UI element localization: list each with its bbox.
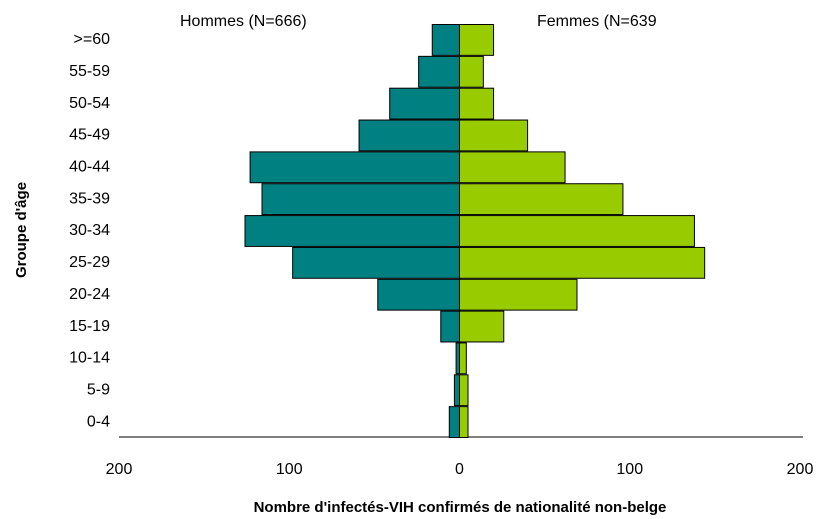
y-tick-label: 45-49 [69, 127, 110, 144]
bar [459, 183, 624, 216]
y-tick-label: 55-59 [69, 63, 110, 80]
bar [459, 24, 495, 56]
bar [455, 342, 461, 375]
bar [459, 87, 495, 120]
y-tick-label: 20-24 [69, 286, 110, 303]
bar [358, 119, 460, 152]
bar [459, 215, 695, 247]
bar [261, 183, 461, 216]
bar [459, 119, 529, 152]
x-tick-label: 200 [787, 461, 814, 478]
y-tick-label: 30-34 [69, 222, 110, 239]
bar [459, 374, 469, 407]
y-tick-label: 25-29 [69, 254, 110, 271]
bar [459, 310, 505, 343]
bar [459, 342, 467, 375]
bar [418, 55, 461, 88]
y-tick-label: 5-9 [87, 381, 110, 398]
bar [292, 246, 460, 279]
bar [431, 24, 461, 56]
y-tick-label: 40-44 [69, 159, 110, 176]
y-tick-label: >=60 [74, 31, 111, 48]
bar [249, 151, 460, 184]
x-axis-title: Nombre d'infectés-VIH confirmés de natio… [254, 499, 667, 516]
series-label: Femmes (N=639 [537, 13, 657, 30]
bar [459, 246, 706, 279]
y-tick-label: 0-4 [87, 413, 110, 430]
x-tick-label: 100 [616, 461, 643, 478]
y-axis-title: Groupe d'âge [13, 182, 30, 278]
bar [459, 278, 578, 311]
bar [453, 374, 460, 407]
x-tick-label: 100 [276, 461, 303, 478]
bar [459, 55, 484, 88]
bar [448, 406, 461, 438]
bar [440, 310, 460, 343]
y-tick-label: 35-39 [69, 190, 110, 207]
series-label: Hommes (N=666) [180, 13, 307, 30]
x-tick-label: 0 [455, 461, 464, 478]
y-tick-label: 50-54 [69, 95, 110, 112]
bar [459, 151, 566, 184]
bar [459, 406, 469, 438]
y-tick-label: 15-19 [69, 318, 110, 335]
y-tick-label: 10-14 [69, 350, 110, 367]
bar [389, 87, 461, 120]
bar [377, 278, 460, 311]
x-tick-label: 200 [106, 461, 133, 478]
bar [244, 215, 460, 247]
